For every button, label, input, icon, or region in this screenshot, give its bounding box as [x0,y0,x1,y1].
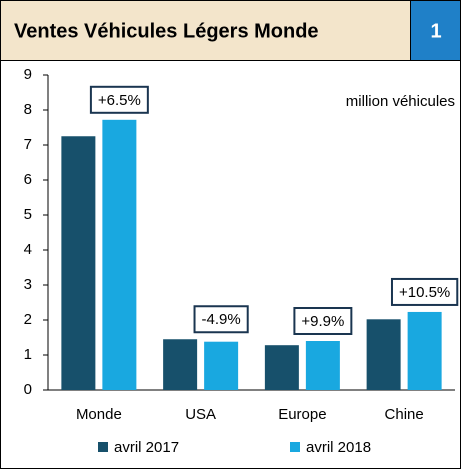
y-tick-label: 4 [24,241,32,258]
annotation-box [293,307,353,335]
x-tick-label: USA [185,406,216,423]
unit-label: million véhicules [346,93,455,110]
y-tick-label: 5 [24,206,32,223]
y-tick-label: 9 [24,66,32,83]
y-tick-label: 2 [24,311,32,328]
annotation-box [390,277,459,306]
y-tick-label: 3 [24,276,32,293]
bar [204,341,239,390]
annotation: +10.5% [399,284,450,301]
annotation: +6.5% [98,92,141,109]
badge-box [410,0,461,61]
annotation-box [193,305,249,334]
y-tick-label: 6 [24,171,32,188]
y-tick-label: 7 [24,136,32,153]
y-tick-label: 0 [24,381,32,398]
header [0,0,411,61]
annotation-box [89,85,149,114]
bar [163,339,198,390]
annotation: +9.9% [301,313,344,330]
legend-swatch [98,442,108,452]
bar [407,311,442,390]
chart-title: Ventes Véhicules Légers Monde [14,20,319,42]
x-tick-label: Chine [385,406,424,423]
annotation: -4.9% [202,311,241,328]
bar [61,136,96,390]
bar [102,119,137,391]
bar [305,341,340,390]
legend-label: avril 2018 [306,439,371,456]
badge: 1 [430,20,441,42]
x-tick-label: Monde [76,406,122,423]
bar [264,345,299,390]
legend-swatch [290,442,300,452]
legend-label: avril 2017 [114,439,179,456]
y-tick-label: 8 [24,101,32,118]
bar [366,319,401,390]
x-tick-label: Europe [278,406,326,423]
y-tick-label: 1 [24,346,32,363]
